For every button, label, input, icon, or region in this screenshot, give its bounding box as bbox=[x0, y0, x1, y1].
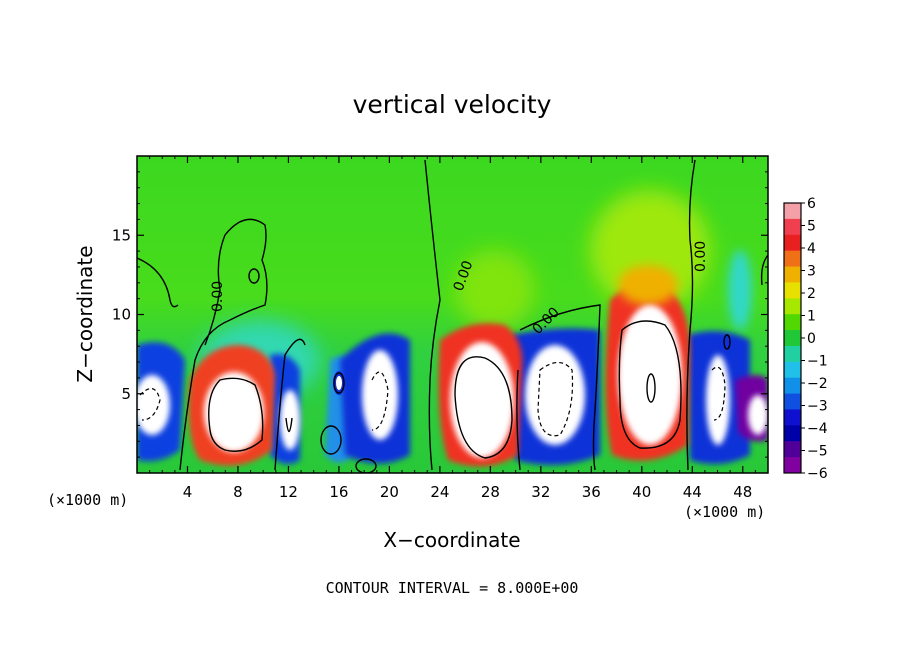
colorbar-label: −3 bbox=[807, 399, 828, 415]
z-tick-label: 5 bbox=[121, 385, 131, 403]
z-axis: 5 10 15 bbox=[112, 171, 768, 458]
colorbar-label: 4 bbox=[807, 241, 816, 257]
colorbar-swatch bbox=[784, 266, 801, 283]
zero-contour bbox=[179, 218, 268, 471]
contour-loop bbox=[355, 458, 377, 473]
colorbar-label: −2 bbox=[807, 376, 828, 392]
x-axis-label: X−coordinate bbox=[383, 528, 520, 552]
contour-label: 0.00 bbox=[210, 281, 226, 312]
colorbar-label: 6 bbox=[807, 196, 816, 212]
colorbar-swatch bbox=[784, 361, 801, 379]
z-axis-label: Z−coordinate bbox=[73, 245, 97, 382]
contour-core bbox=[454, 356, 513, 459]
updraft-core bbox=[450, 342, 514, 458]
contour-label: 0.00 bbox=[693, 241, 709, 272]
x-axis: 4 8 12 16 20 24 28 32 36 40 44 48 bbox=[149, 156, 756, 501]
colorbar-swatch bbox=[784, 203, 801, 220]
colorbar-label: −1 bbox=[807, 354, 828, 370]
colorbar: 6 5 4 3 2 1 0 −1 −2 −3 −4 −5 −6 bbox=[783, 196, 828, 482]
x-tick-label: 36 bbox=[582, 483, 601, 501]
updraft-core bbox=[204, 372, 264, 452]
zero-contour bbox=[519, 304, 601, 471]
colorbar-swatch bbox=[784, 457, 801, 474]
field-patch bbox=[336, 376, 342, 390]
x-tick-label: 28 bbox=[481, 483, 500, 501]
contour-lines bbox=[137, 159, 768, 473]
downdraft-core bbox=[362, 350, 398, 440]
colorbar-swatch bbox=[784, 314, 801, 331]
contour-loop bbox=[248, 268, 260, 284]
downdraft-core bbox=[137, 375, 170, 435]
colorbar-swatch bbox=[784, 441, 801, 458]
colorbar-swatch bbox=[784, 409, 801, 426]
colorbar-label: −6 bbox=[807, 466, 828, 482]
colorbar-swatch bbox=[784, 330, 801, 347]
downdraft-core bbox=[706, 355, 730, 445]
x-tick-label: 48 bbox=[733, 483, 752, 501]
z-tick-label: 15 bbox=[112, 226, 131, 244]
colorbar-swatch bbox=[784, 234, 801, 252]
colorbar-swatch bbox=[784, 250, 801, 268]
colorbar-swatch bbox=[784, 345, 801, 363]
x-tick-label: 8 bbox=[233, 483, 243, 501]
x-unit-right: (×1000 m) bbox=[684, 503, 765, 521]
colorbar-swatch bbox=[784, 298, 801, 315]
z-tick-label: 10 bbox=[112, 306, 131, 324]
colorbar-swatch bbox=[784, 393, 801, 410]
negative-contour bbox=[139, 388, 161, 421]
downdraft-core bbox=[525, 345, 585, 445]
zero-contour bbox=[760, 254, 768, 286]
colorbar-label: 5 bbox=[807, 219, 816, 235]
contour-loop bbox=[320, 425, 342, 455]
colorbar-swatch bbox=[784, 377, 801, 395]
contour-interval-note: CONTOUR INTERVAL = 8.000E+00 bbox=[326, 579, 579, 597]
colorbar-swatch bbox=[784, 425, 801, 442]
negative-contour bbox=[371, 371, 389, 431]
x-unit-left: (×1000 m) bbox=[47, 491, 128, 509]
contour-core bbox=[285, 417, 293, 433]
downdraft-core bbox=[748, 395, 768, 435]
x-tick-label: 44 bbox=[683, 483, 702, 501]
downdraft-core bbox=[280, 390, 300, 450]
zero-contour bbox=[137, 257, 179, 308]
colorbar-label: 1 bbox=[807, 309, 816, 325]
x-tick-label: 40 bbox=[632, 483, 651, 501]
negative-contour bbox=[711, 366, 726, 421]
zero-contour bbox=[424, 159, 441, 471]
x-tick-label: 4 bbox=[183, 483, 193, 501]
colorbar-swatch bbox=[784, 282, 801, 299]
negative-contour bbox=[537, 361, 574, 437]
zero-contour bbox=[274, 338, 306, 471]
contour-loop bbox=[646, 373, 656, 403]
colorbar-label: 3 bbox=[807, 264, 816, 280]
zero-contour bbox=[516, 369, 521, 471]
negative-contours bbox=[139, 361, 726, 437]
field-glow bbox=[455, 250, 535, 330]
contour-loop bbox=[333, 372, 345, 394]
contour-loop bbox=[723, 334, 731, 350]
colorbar-label: 2 bbox=[807, 286, 816, 302]
colorbar-label: −4 bbox=[807, 421, 828, 437]
zero-contour bbox=[686, 159, 696, 471]
x-tick-label: 12 bbox=[279, 483, 298, 501]
x-tick-label: 20 bbox=[380, 483, 399, 501]
colorbar-label: −5 bbox=[807, 444, 828, 460]
contour-core bbox=[618, 320, 682, 449]
updraft-halo bbox=[618, 265, 678, 305]
x-tick-label: 16 bbox=[329, 483, 348, 501]
plot-area bbox=[137, 156, 768, 473]
chart-title: vertical velocity bbox=[353, 90, 552, 119]
colorbar-label: 0 bbox=[807, 331, 816, 347]
field-cyan bbox=[728, 250, 752, 330]
colorbar-swatch bbox=[784, 218, 801, 236]
contour-core bbox=[208, 377, 264, 452]
x-tick-label: 32 bbox=[531, 483, 550, 501]
x-tick-label: 24 bbox=[430, 483, 449, 501]
